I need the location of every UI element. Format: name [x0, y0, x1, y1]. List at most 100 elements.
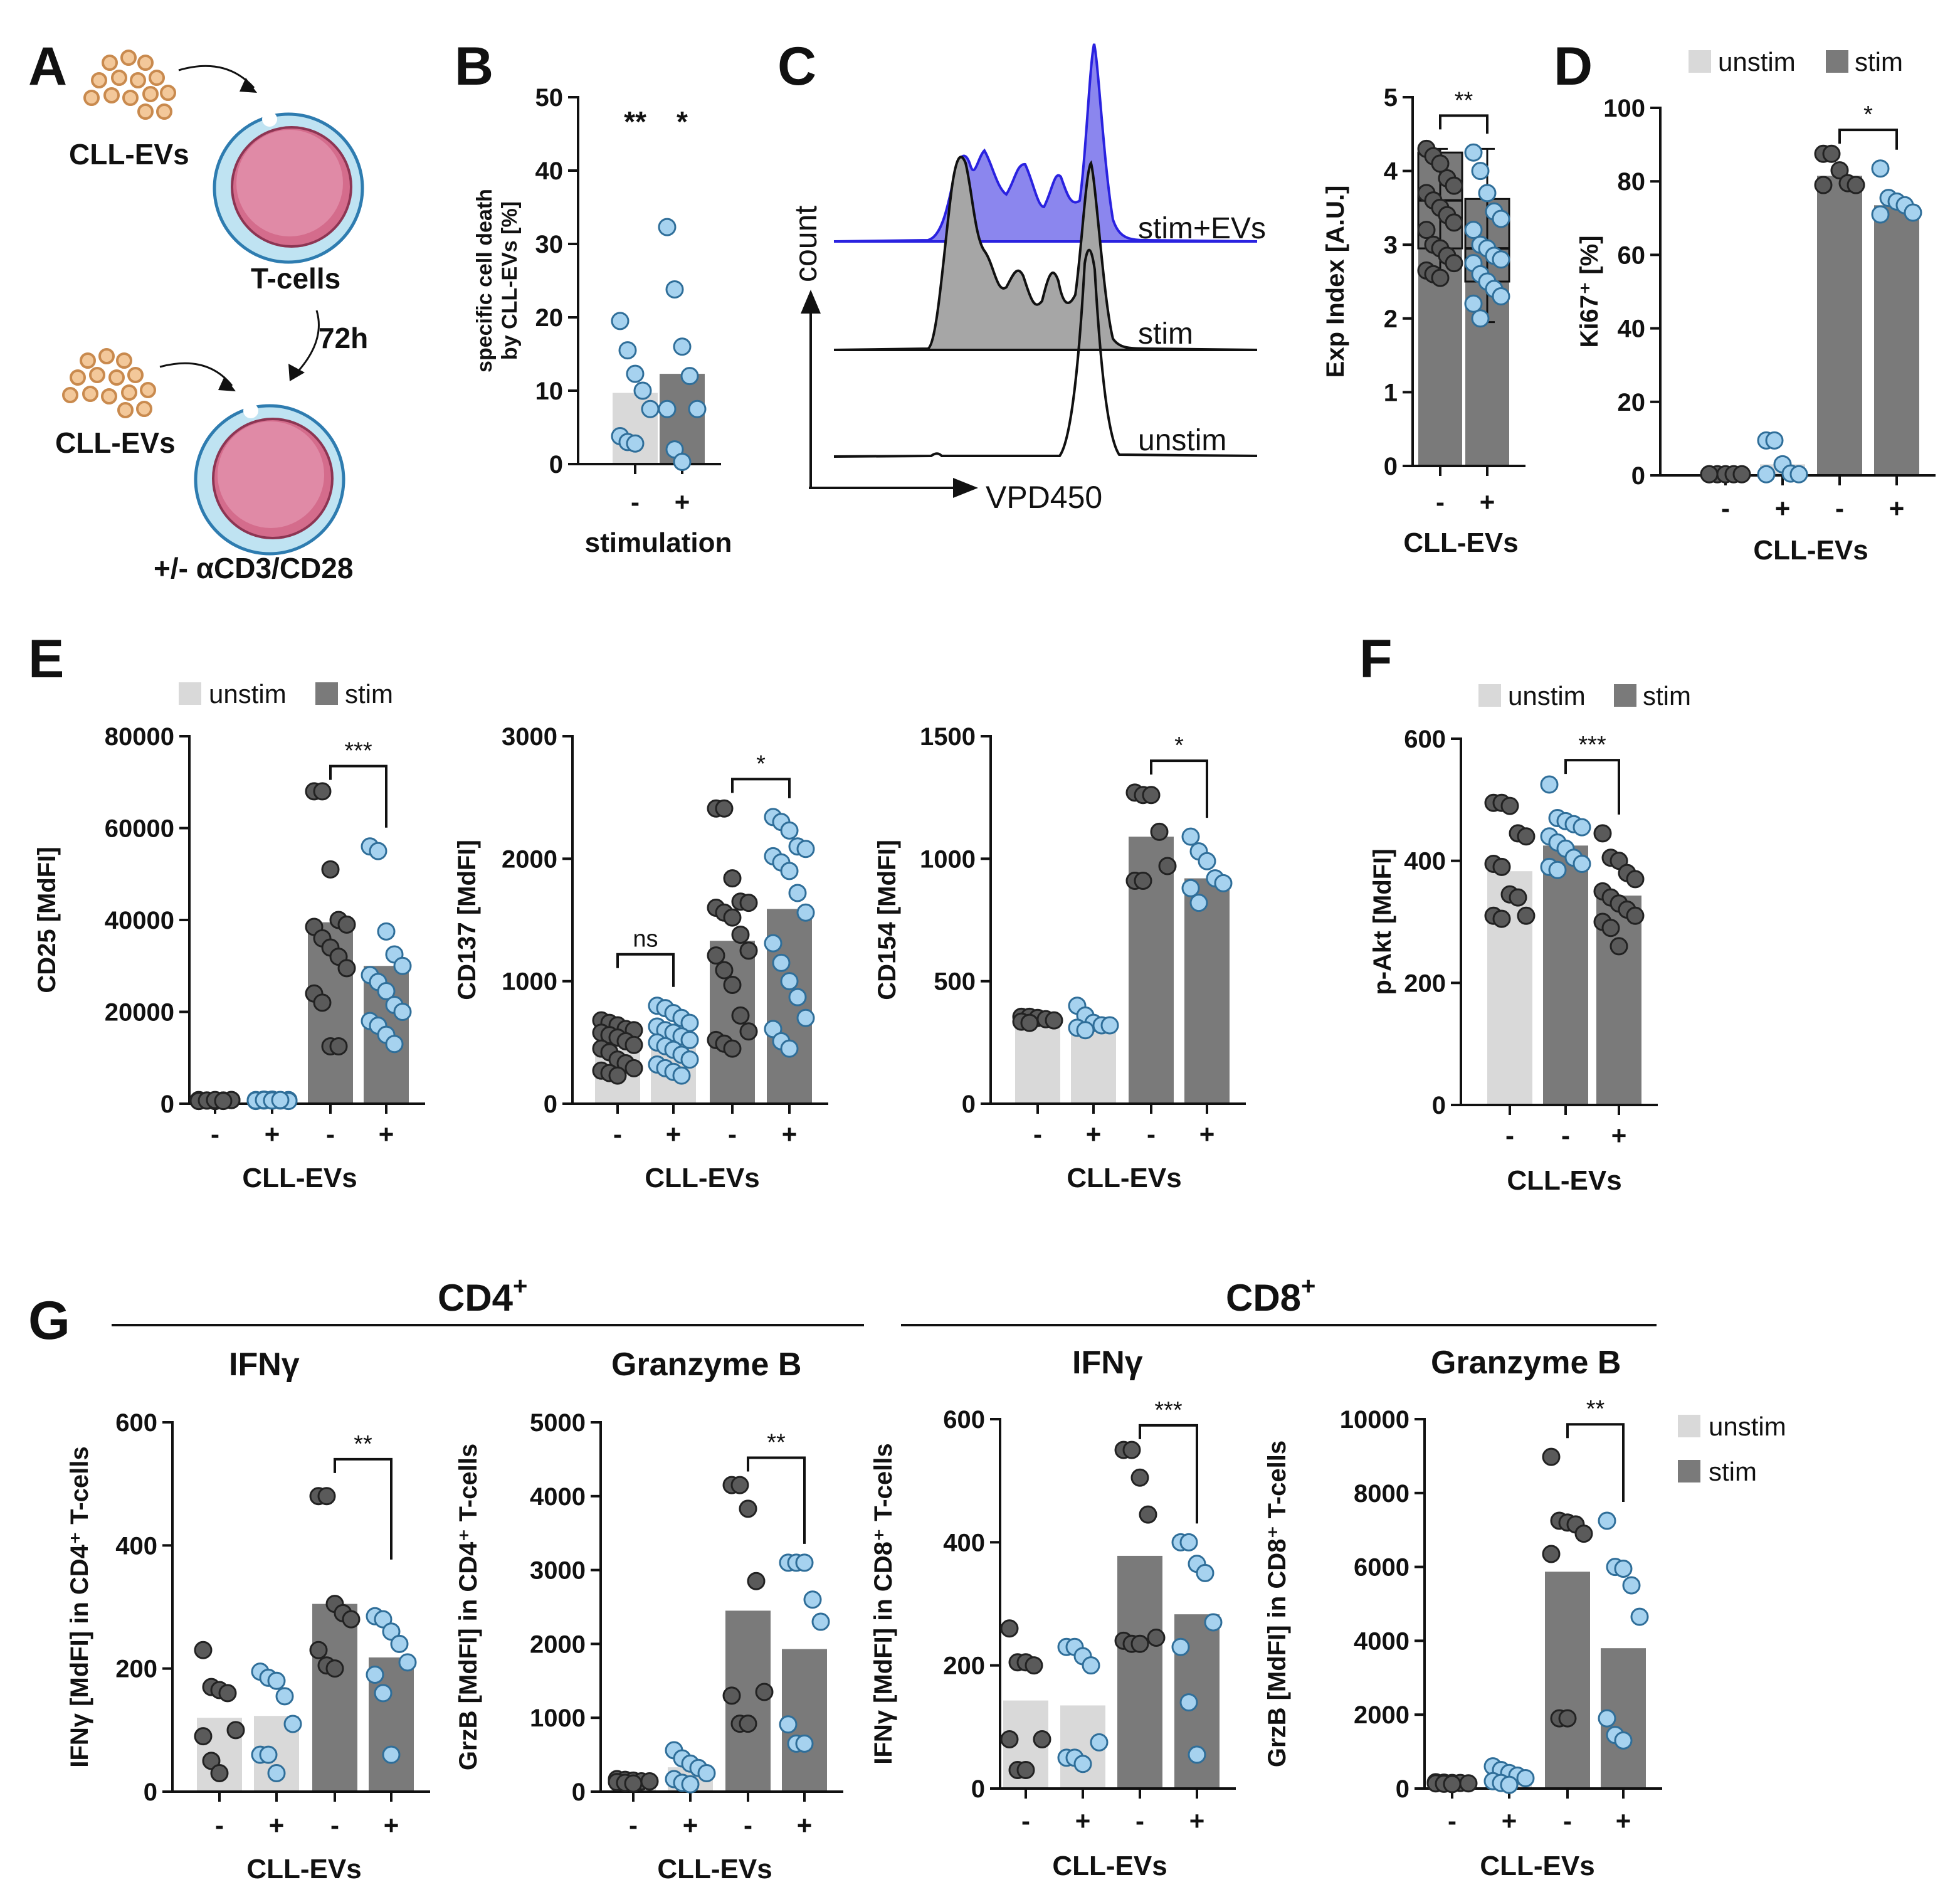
- data-point: [739, 1715, 757, 1733]
- y-tick-label: 80: [1618, 168, 1646, 196]
- arrowhead-top: [240, 78, 257, 93]
- data-point: [337, 959, 356, 978]
- x-tick-label: +: [683, 1810, 698, 1840]
- x-axis-label: CLL-EVs: [1753, 535, 1868, 566]
- y-tick-label: 40000: [105, 907, 174, 934]
- y-tick-label: 100: [1603, 95, 1645, 122]
- data-point: [382, 1745, 401, 1764]
- y-axis-label: Ki67⁺ [%]: [1576, 236, 1603, 348]
- significance-bracket: [1838, 129, 1898, 150]
- legend-f-swatch-unstim: [1478, 684, 1501, 707]
- data-point: [1445, 176, 1463, 195]
- panel-c-histogram: stim+EVs stim unstim count VPD450: [788, 43, 1266, 515]
- data-point: [747, 1572, 766, 1590]
- data-point: [210, 1764, 229, 1783]
- subheader-cd8-grzb: Granzyme B: [1431, 1345, 1621, 1381]
- legend-d-swatch-stim: [1826, 50, 1848, 73]
- data-point: [218, 1684, 237, 1703]
- data-point: [1542, 1447, 1561, 1466]
- y-tick-label: 4000: [1354, 1627, 1409, 1655]
- data-point: [1134, 871, 1152, 890]
- x-axis-label: CLL-EVs: [1052, 1851, 1167, 1881]
- header-cd8: CD8+: [1226, 1272, 1315, 1319]
- bar: [1487, 871, 1532, 1105]
- data-point: [608, 1066, 627, 1085]
- data-point: [680, 1050, 699, 1069]
- y-axis-label: CD25 [MdFI]: [33, 847, 61, 993]
- y-axis-label: IFNγ [MdFI] in CD4⁺ T-cells: [66, 1446, 93, 1767]
- label-stimulation: +/- αCD3/CD28: [154, 552, 353, 584]
- data-point: [369, 842, 387, 860]
- bar: [1071, 1025, 1116, 1104]
- data-point: [1443, 1775, 1462, 1794]
- y-tick-label: 10000: [1340, 1406, 1409, 1434]
- chart-d-ki67: 0 20 40 60 80 100 - + - + CLL-EVs Ki67⁺ [%] *: [1576, 95, 1936, 566]
- data-point: [1033, 1730, 1051, 1748]
- histogram-unstim: [833, 248, 1258, 458]
- data-point: [1464, 294, 1483, 313]
- significance-label: *: [1863, 102, 1873, 128]
- ev-cluster-top: [83, 50, 176, 120]
- data-point: [665, 280, 684, 299]
- x-tick-label: +: [782, 1119, 798, 1149]
- x-tick-label: -: [326, 1119, 335, 1149]
- data-point: [626, 434, 645, 453]
- legend-f-label-unstim: unstim: [1508, 681, 1586, 711]
- data-point: [1871, 159, 1890, 178]
- data-point: [321, 860, 340, 879]
- legend-d-label-unstim: unstim: [1718, 47, 1796, 77]
- data-point: [1100, 1016, 1119, 1035]
- y-axis-label: GrzB [MdFI] in CD8⁺ T-cells: [1263, 1440, 1291, 1767]
- y-tick-label: 4000: [530, 1483, 586, 1511]
- data-point: [325, 1659, 344, 1678]
- data-point: [1196, 1563, 1214, 1582]
- x-tick-label: +: [1889, 494, 1905, 523]
- y-tick-label: 3: [1384, 231, 1398, 259]
- data-point: [1431, 154, 1450, 173]
- data-point: [796, 1008, 815, 1027]
- y-tick-label: 3000: [502, 723, 557, 751]
- data-point: [641, 399, 660, 418]
- data-point: [1700, 465, 1719, 484]
- significance-bracket: [731, 778, 791, 798]
- y-tick-label: 30: [535, 231, 564, 258]
- data-point: [658, 218, 677, 236]
- data-point: [1471, 162, 1490, 181]
- data-point: [1830, 161, 1849, 180]
- y-tick-label: 20000: [105, 999, 174, 1027]
- x-tick-label: +: [675, 487, 690, 517]
- data-point: [624, 1774, 643, 1793]
- data-point: [1189, 894, 1208, 912]
- x-tick-label: -: [211, 1119, 219, 1149]
- x-axis-label: CLL-EVs: [1507, 1165, 1621, 1196]
- data-point: [1598, 1511, 1616, 1530]
- data-point: [1158, 857, 1177, 875]
- data-point: [1492, 250, 1510, 269]
- x-tick-label: -: [1147, 1119, 1156, 1149]
- subheader-cd8-ifng: IFNγ: [1072, 1345, 1143, 1381]
- data-point: [398, 1653, 417, 1672]
- significance-label: ***: [1154, 1397, 1183, 1424]
- data-point: [1181, 879, 1200, 897]
- data-point: [1732, 465, 1751, 484]
- x-axis-label: CLL-EVs: [242, 1163, 357, 1193]
- y-tick-label: 600: [115, 1409, 157, 1437]
- data-point: [1076, 1021, 1095, 1040]
- data-point: [1020, 1013, 1039, 1032]
- panel-letter-b: B: [455, 36, 493, 97]
- data-point: [1000, 1730, 1019, 1748]
- data-point: [385, 1035, 404, 1054]
- y-tick-label: 600: [943, 1406, 985, 1434]
- y-tick-label: 400: [115, 1532, 157, 1560]
- significance-label: **: [1586, 1396, 1605, 1422]
- data-point: [1601, 919, 1620, 938]
- legend-f-swatch-stim: [1614, 684, 1636, 707]
- arrow-evs-to-cell-bottom: [159, 362, 233, 386]
- label-unstim: unstim: [1138, 424, 1226, 457]
- bar: [1817, 176, 1862, 475]
- data-point: [1847, 176, 1865, 194]
- data-point: [1548, 860, 1567, 879]
- significance-bracket: [1566, 1423, 1625, 1502]
- significance-label: **: [1455, 87, 1473, 114]
- x-axis-label: CLL-EVs: [246, 1854, 361, 1884]
